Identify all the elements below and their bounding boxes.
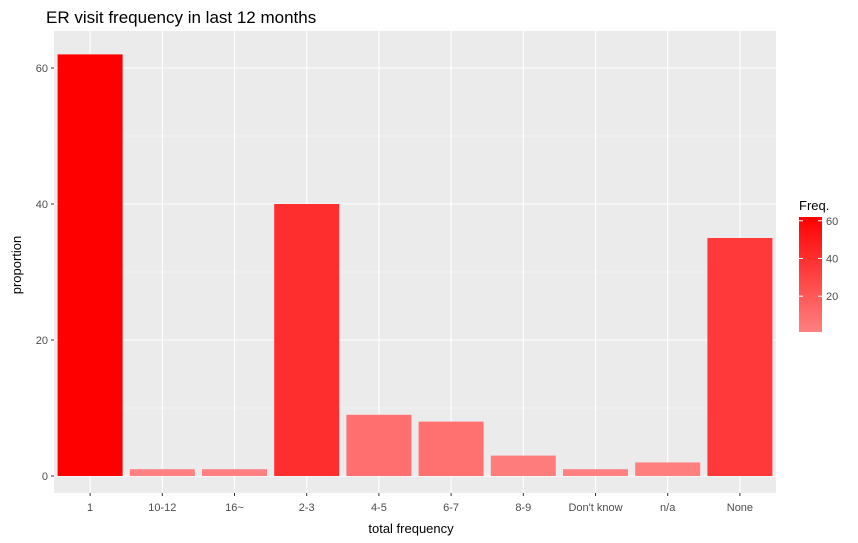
bar (202, 469, 267, 476)
legend-title: Freq. (799, 198, 829, 213)
bar (346, 414, 412, 476)
y-tick-label: 60 (36, 63, 48, 75)
legend-tick-label: 40 (826, 253, 838, 265)
y-tick-label: 0 (42, 471, 48, 483)
y-tick-label: 40 (36, 199, 48, 211)
x-tick-label: 2-3 (299, 502, 315, 514)
x-tick-label: 6-7 (443, 502, 459, 514)
bars (57, 54, 773, 477)
x-tick-label: 8-9 (515, 502, 531, 514)
chart-title: ER visit frequency in last 12 months (46, 8, 316, 27)
legend-tick-label: 20 (826, 291, 838, 303)
x-tick-label: n/a (660, 502, 676, 514)
bar (490, 455, 556, 476)
y-axis: 0 20 40 60 (36, 63, 54, 483)
x-tick-label: None (727, 502, 753, 514)
bar (129, 469, 195, 476)
bar (57, 54, 123, 477)
legend-colorbar (799, 217, 822, 332)
x-tick-label: Don't know (568, 502, 622, 514)
legend-tick-label: 60 (826, 216, 838, 228)
bar (418, 421, 484, 476)
legend: Freq. 20 40 60 (799, 198, 838, 332)
y-tick-label: 20 (36, 335, 48, 347)
x-tick-label: 1 (87, 502, 93, 514)
x-tick-label: 16~ (225, 502, 244, 514)
minor-gridlines (54, 135, 776, 409)
plot-panel (54, 31, 776, 493)
x-axis-title: total frequency (368, 521, 454, 536)
bar (707, 238, 773, 476)
bar (274, 204, 340, 476)
y-axis-title: proportion (9, 236, 24, 295)
x-tick-label: 4-5 (371, 502, 387, 514)
legend-ticks: 20 40 60 (799, 216, 838, 303)
x-tick-label: 10-12 (148, 502, 176, 514)
bar (563, 469, 628, 476)
x-axis: 1 10-12 16~ 2-3 4-5 6-7 8-9 Don't know n/a None (87, 493, 753, 514)
bar (635, 462, 701, 476)
